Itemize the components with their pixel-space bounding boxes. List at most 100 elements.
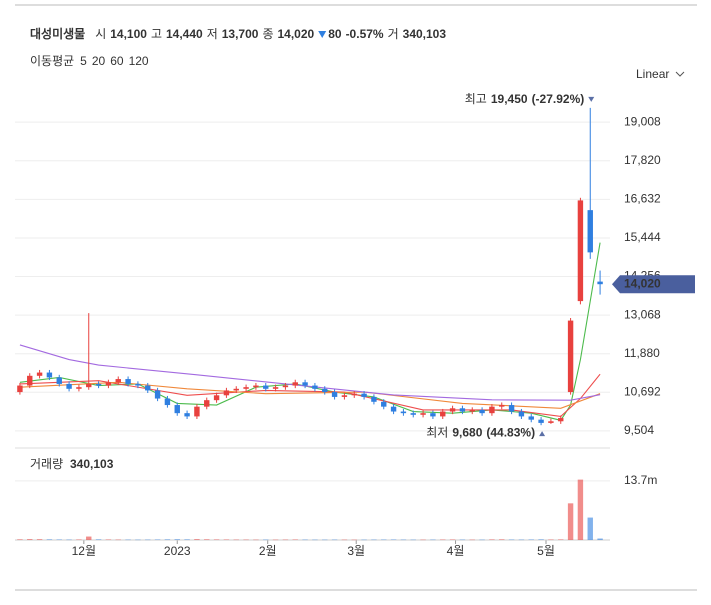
quote-value: 14,100 — [110, 27, 147, 41]
annotation-arrow — [588, 96, 595, 102]
annotation-value: 19,450 — [491, 92, 528, 106]
candle-body — [381, 401, 387, 407]
volume-bar — [302, 539, 308, 541]
quote-label: 고 — [151, 27, 162, 41]
annotation-value: 9,680 — [452, 425, 482, 439]
y-tick-label: 17,820 — [624, 153, 661, 167]
candle-body — [135, 383, 141, 386]
candle-body — [125, 379, 131, 384]
volume-bar — [322, 539, 328, 541]
quote-label: 시 — [95, 27, 106, 41]
annotation-label: 최고 — [465, 92, 487, 106]
volume-bar — [194, 539, 200, 540]
candle-body — [154, 390, 161, 399]
candle-body — [86, 383, 92, 388]
legend-entry: 60 — [110, 54, 124, 68]
volume-bar — [263, 539, 269, 541]
stock-name: 대성미생물 — [30, 26, 85, 41]
volume-bar — [95, 539, 102, 540]
volume-bar — [371, 539, 377, 541]
volume-bar — [420, 539, 426, 541]
candle-body — [66, 383, 72, 389]
volume-bar — [410, 539, 416, 541]
candle-body — [115, 379, 121, 383]
volume-bar — [115, 539, 121, 541]
header: 대성미생물 시 14,100 고 14,440 저 13,700 종 14,020 80 -0.57… — [30, 26, 446, 41]
change: 80 — [328, 27, 342, 41]
annotation-change: (-27.92%) — [532, 92, 585, 106]
candle-body — [56, 377, 62, 384]
volume-bar — [440, 539, 446, 541]
volume-bar — [164, 539, 171, 540]
volume-bar — [567, 503, 574, 540]
legend-entry: 20 — [92, 54, 106, 68]
candle-body — [479, 409, 485, 414]
candle-body — [361, 393, 367, 397]
volume-bar — [56, 539, 62, 540]
y-tick-label: 16,632 — [624, 192, 661, 206]
scale-button[interactable]: Linear — [636, 67, 685, 81]
candle-body — [459, 408, 466, 412]
candle-body — [322, 388, 328, 393]
annotation: (44.83%) 9,680 최저 — [426, 425, 546, 439]
candle-body — [400, 411, 407, 414]
candle-body — [76, 387, 82, 389]
volume-bar — [213, 539, 220, 540]
volume-bar — [489, 539, 495, 540]
candle-body — [351, 393, 357, 396]
volume-bar — [548, 539, 554, 541]
candle-body — [410, 413, 416, 415]
candle-body — [282, 385, 289, 388]
volume-bar — [351, 539, 357, 541]
volume-bar — [125, 539, 131, 541]
volume-bar — [223, 539, 230, 540]
annotation-change: (44.83%) — [486, 425, 535, 439]
volume-bar — [341, 539, 348, 541]
volume-bar — [459, 539, 466, 541]
volume-bar — [135, 539, 141, 541]
ma-line — [19, 242, 601, 421]
volume-bar — [17, 539, 23, 540]
volume-tick-label: 13.7m — [624, 473, 657, 487]
candle-body — [233, 388, 239, 391]
candle-body — [27, 375, 33, 386]
volume-bar — [66, 539, 72, 541]
quote-value: 14,440 — [166, 27, 203, 41]
quote-label: 종 — [262, 27, 273, 41]
x-tick-label: 5월 — [537, 544, 555, 558]
candle-body — [272, 387, 279, 389]
volume-bar — [292, 539, 298, 540]
quote-value: 13,700 — [222, 27, 259, 41]
candle-body — [597, 281, 603, 285]
change-pct: -0.57% — [346, 27, 384, 41]
candle-body — [204, 400, 210, 407]
candle-body — [371, 396, 377, 402]
dropdown-arrow[interactable] — [675, 71, 685, 77]
volume-bar — [361, 539, 367, 541]
volume-bar — [253, 539, 259, 541]
candle-body — [341, 395, 348, 397]
price-tag — [612, 275, 695, 294]
volume-bar — [508, 539, 515, 541]
volume-bar — [243, 539, 249, 541]
volume-bar — [272, 539, 279, 541]
volume-bar — [76, 539, 82, 540]
volume-bar — [577, 479, 584, 540]
legend: 이동평균 5 20 60 120 — [30, 54, 149, 68]
volume-bar — [174, 539, 180, 540]
candle-body — [508, 405, 515, 412]
volume-bar — [528, 539, 534, 540]
volume-bar — [430, 539, 436, 541]
scale-label[interactable]: Linear — [636, 67, 669, 81]
candle-body — [548, 421, 554, 423]
volume-bar — [597, 538, 603, 540]
candle-body — [17, 385, 23, 393]
candle-body — [331, 392, 338, 397]
candle-body — [518, 411, 525, 417]
quote-label: 거 — [388, 27, 399, 41]
volume-bar — [36, 539, 43, 540]
candle-body — [469, 409, 475, 412]
volume-bar — [204, 539, 210, 540]
volume-bar — [400, 539, 407, 541]
